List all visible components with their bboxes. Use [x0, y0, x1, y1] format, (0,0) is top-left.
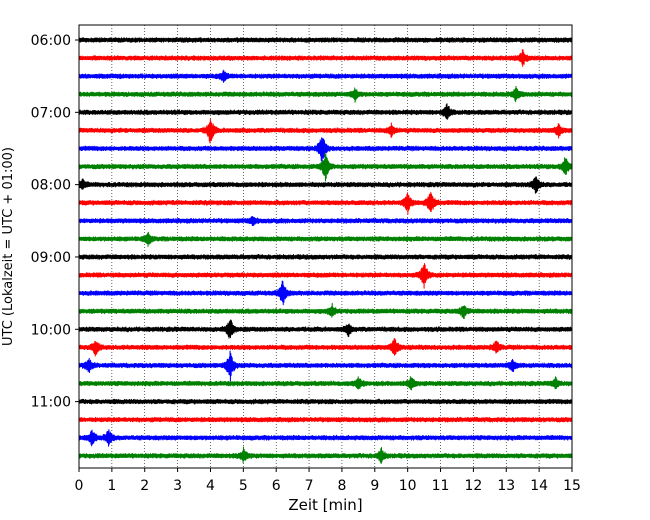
- trace-0815: [78, 191, 573, 215]
- y-axis-ticks: 06:00 07:00 08:00 09:00 10:00 11:00: [31, 33, 79, 411]
- x-tick-label: 4: [206, 478, 215, 494]
- trace-0700: [78, 103, 573, 120]
- seismogram-traces: [78, 37, 573, 464]
- trace-1045: [78, 376, 573, 391]
- trace-0600: [78, 37, 573, 43]
- trace-0930: [78, 280, 573, 306]
- x-axis-ticks: 0 1 2 3 4 5 6 7 8 9 10 11 12 13 14 15: [75, 468, 581, 494]
- x-tick-label: 9: [370, 478, 379, 494]
- trace-0745: [78, 152, 573, 182]
- x-tick-label: 3: [173, 478, 182, 494]
- x-axis-label: Zeit [min]: [288, 496, 362, 514]
- trace-0900: [78, 253, 573, 260]
- trace-1130: [78, 429, 573, 447]
- plot-frame: [78, 24, 573, 469]
- trace-0830: [78, 215, 573, 227]
- trace-0945: [78, 302, 573, 319]
- x-tick-label: 10: [399, 478, 417, 494]
- x-tick-label: 13: [497, 478, 515, 494]
- x-tick-label: 15: [563, 478, 581, 494]
- trace-1100: [78, 398, 573, 405]
- trace-1145: [78, 446, 573, 464]
- trace-1115: [78, 416, 573, 423]
- trace-1030: [78, 350, 573, 382]
- x-tick-label: 1: [107, 478, 116, 494]
- trace-1000: [78, 319, 573, 339]
- x-tick-label: 0: [75, 478, 84, 494]
- trace-1015: [78, 338, 573, 357]
- x-tick-label: 5: [239, 478, 248, 494]
- x-tick-label: 6: [272, 478, 281, 494]
- y-tick-label: 07:00: [31, 105, 71, 121]
- trace-0800: [78, 176, 573, 194]
- trace-0645: [78, 85, 573, 103]
- trace-0715: [78, 118, 573, 144]
- trace-0915: [78, 262, 573, 289]
- y-tick-label: 09:00: [31, 250, 71, 266]
- x-tick-label: 14: [530, 478, 548, 494]
- trace-0845: [78, 231, 573, 247]
- vertical-grid: [111, 25, 540, 468]
- trace-0630: [78, 69, 573, 83]
- y-tick-label: 10:00: [31, 322, 71, 338]
- y-tick-label: 06:00: [31, 33, 71, 49]
- y-tick-label: 08:00: [31, 178, 71, 194]
- y-axis-label: UTC (Lokalzeit = UTC + 01:00): [1, 147, 16, 346]
- x-tick-label: 8: [337, 478, 346, 494]
- trace-0615: [78, 49, 573, 67]
- y-tick-label: 11:00: [31, 395, 71, 411]
- x-tick-label: 11: [432, 478, 450, 494]
- trace-0730: [78, 137, 573, 165]
- x-tick-label: 12: [464, 478, 482, 494]
- x-tick-label: 7: [305, 478, 314, 494]
- x-tick-label: 2: [140, 478, 149, 494]
